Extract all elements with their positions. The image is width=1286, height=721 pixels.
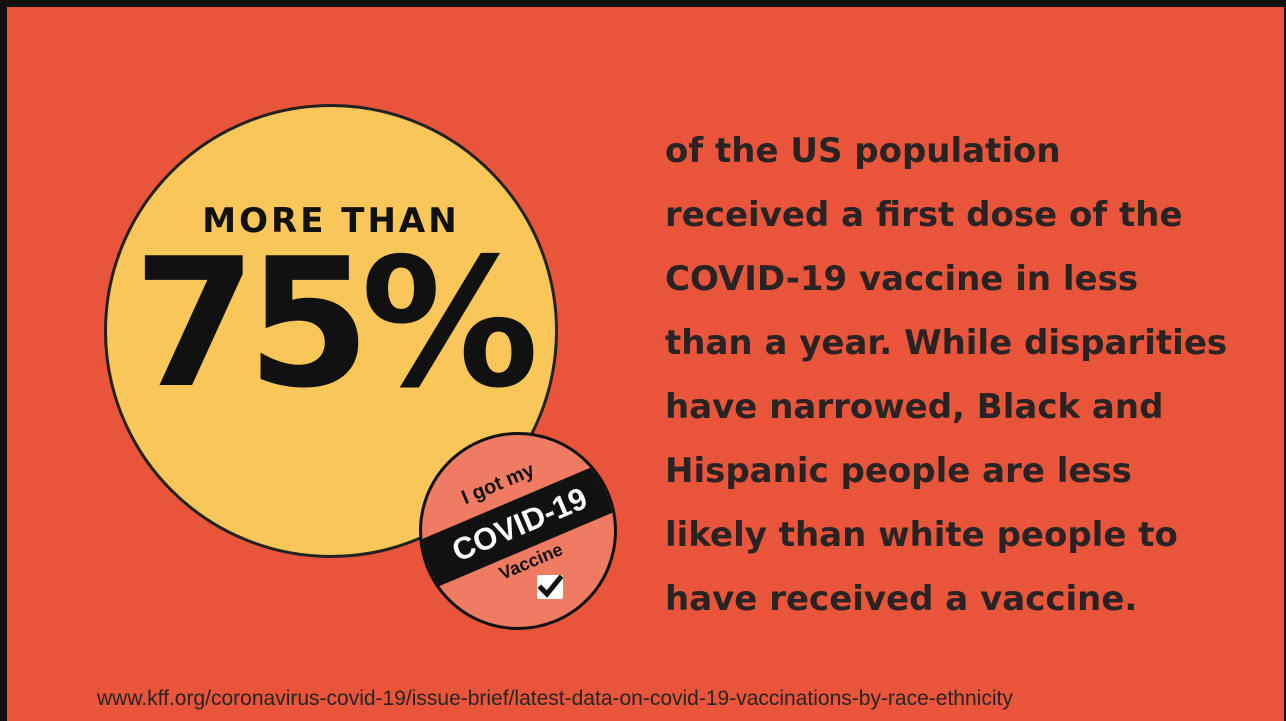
- description-line: likely than white people to: [665, 515, 1178, 555]
- stat-prefix: MORE THAN: [202, 201, 460, 241]
- description-line: have narrowed, Black and: [665, 387, 1164, 427]
- description-line: of the US population: [665, 131, 1061, 171]
- sticker-rotated-content: I got my COVID-19 Vaccine: [422, 435, 614, 627]
- vaccine-sticker: I got my COVID-19 Vaccine: [419, 432, 617, 630]
- description-line: received a first dose of the: [665, 195, 1183, 235]
- description-line: have received a vaccine.: [665, 579, 1138, 619]
- stat-circle: MORE THAN 75%: [104, 104, 558, 558]
- stat-value: 75%: [132, 220, 539, 427]
- checkbox-check-icon: [537, 575, 563, 599]
- description-line: Hispanic people are less: [665, 451, 1132, 491]
- description-line: COVID-19 vaccine in less: [665, 259, 1139, 299]
- description-text: of the US population received a first do…: [665, 119, 1275, 631]
- source-url: www.kff.org/coronavirus-covid-19/issue-b…: [97, 687, 1013, 710]
- description-line: than a year. While disparities: [665, 323, 1228, 363]
